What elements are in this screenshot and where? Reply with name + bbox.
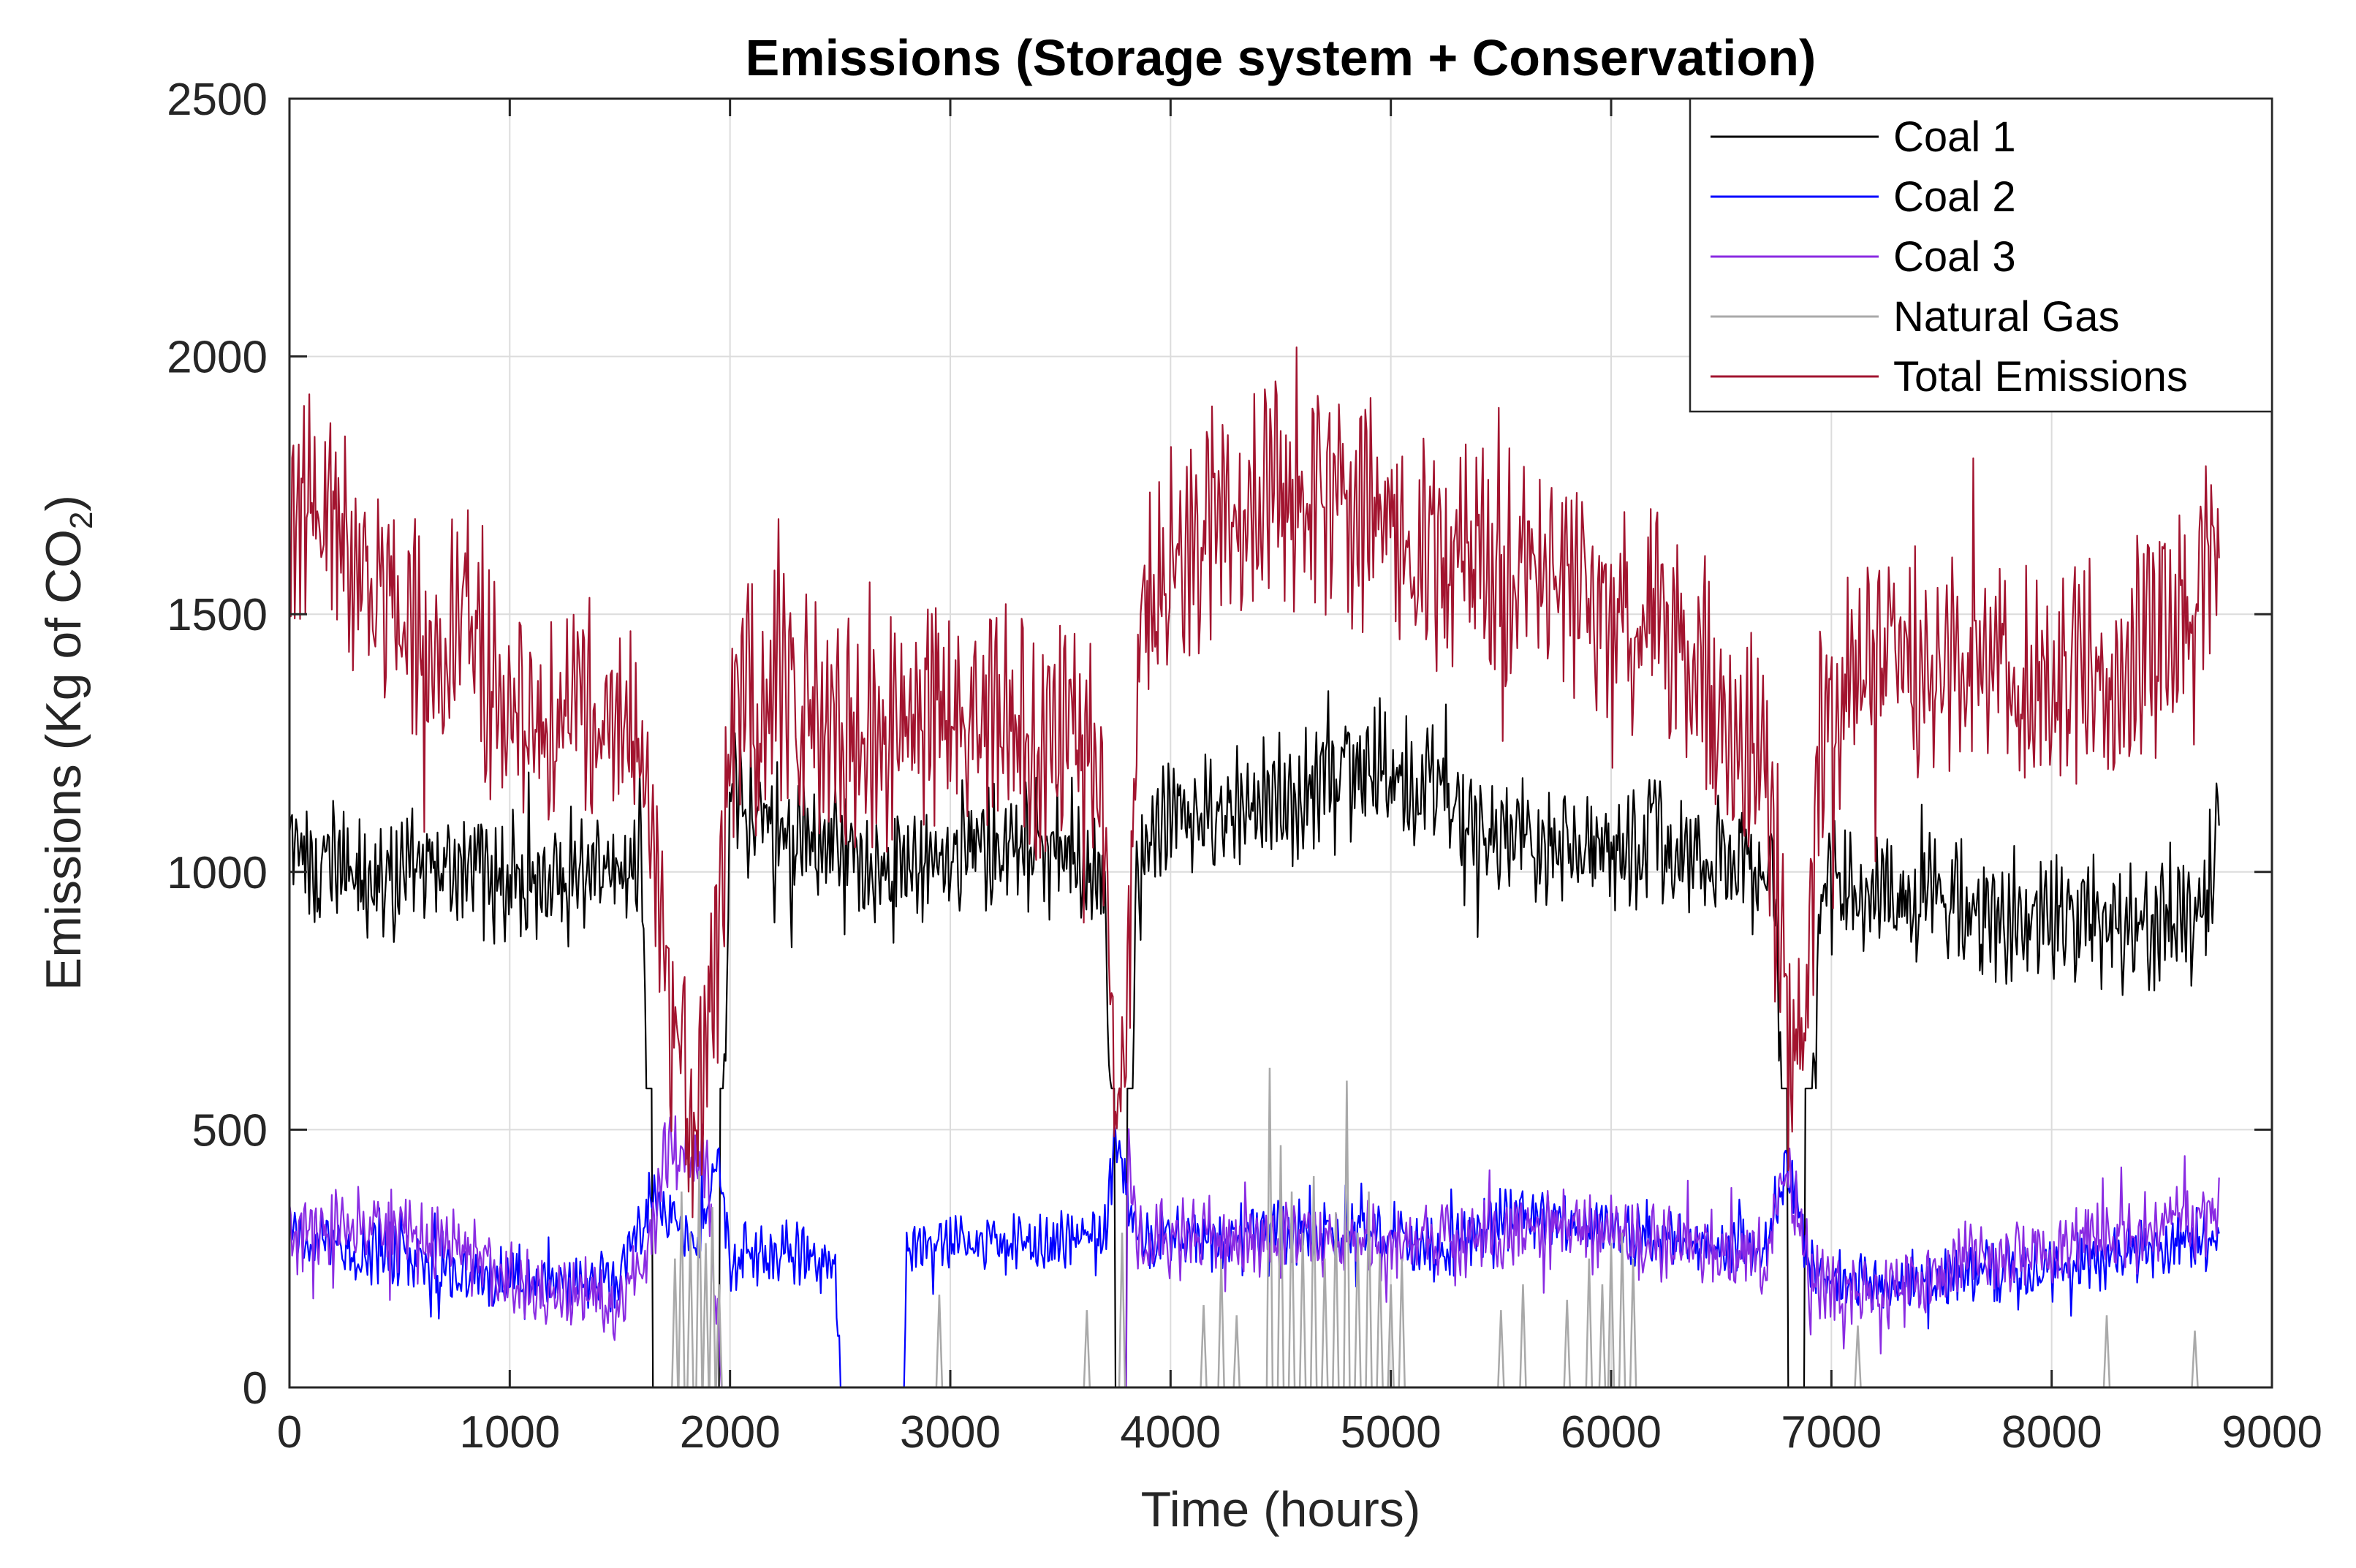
series-natural-gas-spike [1398, 1258, 1406, 1388]
series-natural-gas-spike [1365, 1192, 1373, 1388]
series-natural-gas-spike [1343, 1080, 1351, 1388]
legend-label-natural-gas: Natural Gas [1893, 293, 2119, 341]
x-tick-label: 2000 [680, 1407, 781, 1458]
series-natural-gas-spike [708, 1207, 716, 1388]
y-tick-label: 0 [243, 1363, 268, 1414]
series-total-emissions-line [288, 346, 2220, 1219]
series-natural-gas-spike [2191, 1330, 2199, 1388]
series-natural-gas-spike [1232, 1315, 1241, 1388]
y-tick-label: 2000 [167, 333, 268, 383]
series-natural-gas-spike [1287, 1192, 1296, 1388]
y-axis-label-prefix: Emissions (Kg of CO [36, 529, 91, 991]
x-axis-label: Time (hours) [1141, 1482, 1421, 1537]
y-axis-label: Emissions (Kg of CO2) [36, 495, 99, 991]
x-tick-label: 8000 [2001, 1407, 2102, 1458]
y-tick-label: 500 [192, 1105, 268, 1156]
series-natural-gas-spike [1217, 1258, 1225, 1388]
series-natural-gas-spike [678, 1192, 686, 1388]
series-natural-gas-spike [1354, 1232, 1362, 1388]
series-natural-gas-spike [686, 1232, 694, 1388]
series-natural-gas-spike [935, 1295, 944, 1388]
series-natural-gas-spike [1854, 1325, 1862, 1388]
series-natural-gas-spike [671, 1258, 679, 1388]
x-tick-label: 0 [277, 1407, 302, 1458]
legend-label-coal-1: Coal 1 [1893, 113, 2016, 161]
series-natural-gas-spike [1607, 1243, 1616, 1388]
x-axis-ticks: 0 1000 2000 3000 4000 5000 6000 7000 8000 9000 [277, 99, 2322, 1458]
series-natural-gas-spike [695, 1170, 703, 1388]
series-natural-gas-spike [715, 1284, 723, 1388]
series-natural-gas-spike [1519, 1284, 1527, 1388]
series-natural-gas-spike [1585, 1258, 1594, 1388]
series-natural-gas-spike [1200, 1305, 1208, 1388]
series-coal-3-line [288, 1115, 2220, 1389]
x-tick-label: 1000 [459, 1407, 560, 1458]
series-natural-gas-spike [1276, 1145, 1285, 1388]
legend-label-coal-3: Coal 3 [1893, 233, 2016, 281]
series-natural-gas-spike [1298, 1232, 1307, 1388]
chart-title: Emissions (Storage system + Conservation… [746, 29, 1817, 86]
series-natural-gas-spike [1497, 1310, 1505, 1388]
series-natural-gas-spike [1332, 1212, 1340, 1388]
y-tick-label: 1500 [167, 590, 268, 640]
x-tick-label: 4000 [1120, 1407, 1221, 1458]
series-natural-gas-spike [1118, 1232, 1126, 1388]
legend-label-total-emissions: Total Emissions [1893, 353, 2188, 401]
x-tick-label: 7000 [1781, 1407, 1882, 1458]
series-natural-gas-spike [1563, 1300, 1571, 1388]
series-natural-gas-spike [1265, 1067, 1274, 1388]
y-axis-label-suffix: ) [36, 495, 91, 512]
series-natural-gas-spike [1309, 1175, 1318, 1388]
legend: Coal 1 Coal 2 Coal 3 Natural Gas Total Emiss… [1689, 97, 2273, 413]
y-axis-ticks: 0 500 1000 1500 2000 2500 [167, 75, 2272, 1414]
y-tick-label: 2500 [167, 75, 268, 125]
legend-box [1689, 97, 2273, 413]
series-natural-gas-spike [1618, 1232, 1626, 1388]
x-tick-label: 6000 [1561, 1407, 1662, 1458]
x-tick-label: 5000 [1341, 1407, 1442, 1458]
x-tick-label: 3000 [900, 1407, 1001, 1458]
series-natural-gas-spike [1598, 1284, 1607, 1388]
series-natural-gas-spike [2102, 1315, 2111, 1388]
series-natural-gas-spike [1387, 1284, 1395, 1388]
x-tick-label: 9000 [2221, 1407, 2322, 1458]
legend-label-coal-2: Coal 2 [1893, 173, 2016, 221]
series-natural-gas-spike [1321, 1258, 1329, 1388]
plot-frame [288, 97, 2273, 1389]
y-tick-label: 1000 [167, 848, 268, 898]
series-natural-gas-spike [1629, 1258, 1637, 1388]
series-layer [288, 346, 2220, 1389]
series-natural-gas-spike [702, 1243, 710, 1388]
series-coal-1-line [288, 690, 2220, 1389]
series-natural-gas-spike [1083, 1310, 1091, 1388]
series-natural-gas-spike [1376, 1253, 1384, 1388]
y-axis-label-subscript: 2 [64, 512, 99, 529]
series-natural-gas [671, 1067, 2199, 1388]
